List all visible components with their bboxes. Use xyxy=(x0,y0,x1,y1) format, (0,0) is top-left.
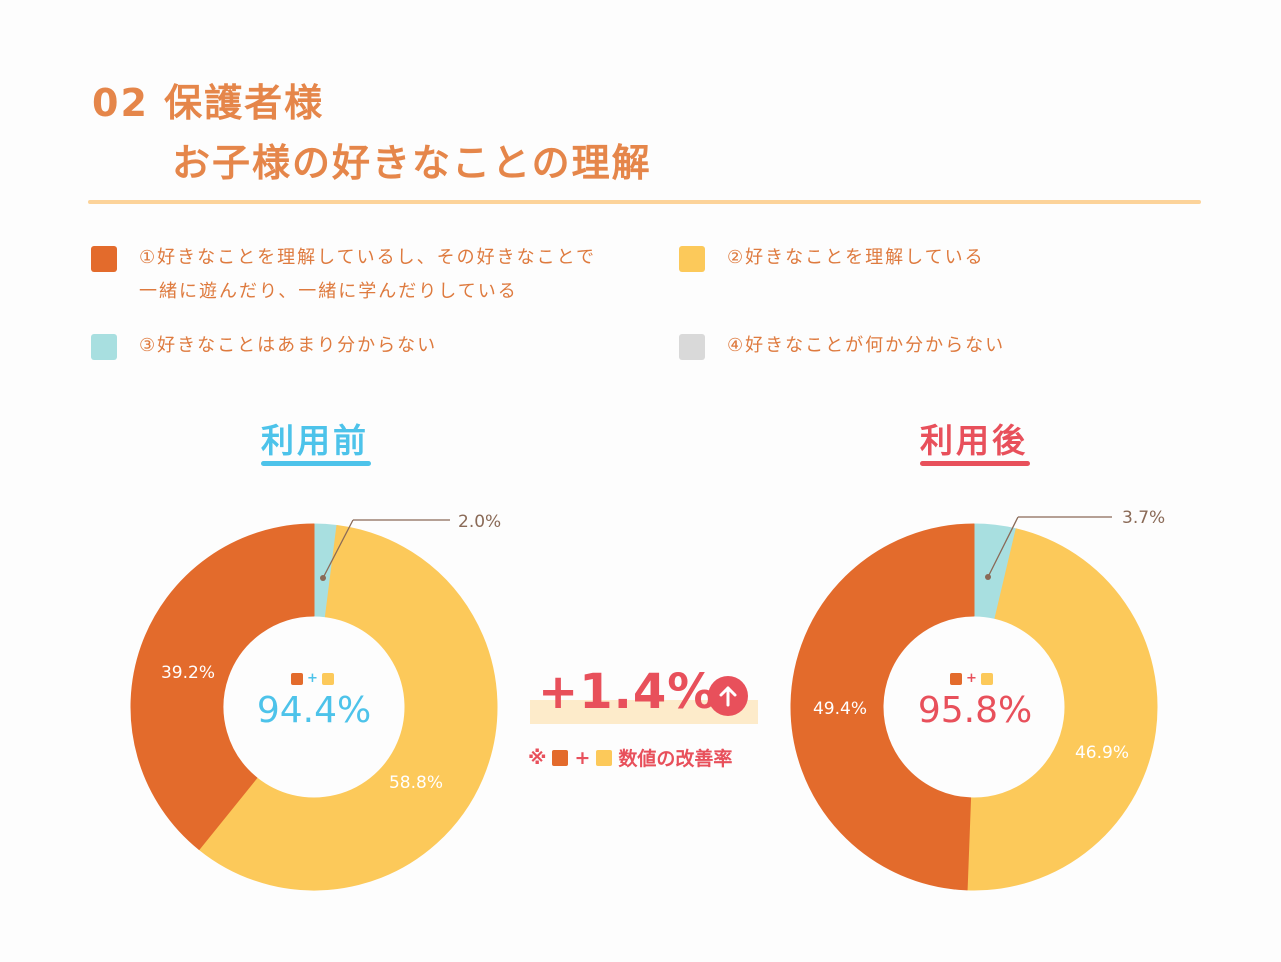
note-plus: + xyxy=(574,746,591,769)
before-center-keys: + xyxy=(291,671,334,686)
legend-item-3: ③好きなことはあまり分からない xyxy=(91,334,437,363)
after-leader-d xyxy=(987,516,1019,578)
before-label-s3: 2.0% xyxy=(458,512,501,532)
after-leader-dot xyxy=(985,574,991,580)
improvement-note: ※ + 数値の改善率 xyxy=(528,744,732,771)
page-title: 02 保護者様 xyxy=(92,81,325,125)
note-text: 数値の改善率 xyxy=(618,748,733,770)
before-heading-underline xyxy=(261,461,371,466)
after-label-s2: 46.9% xyxy=(1075,743,1129,763)
before-key-plus: + xyxy=(307,671,318,686)
before-label-s2: 58.8% xyxy=(389,773,443,793)
donut-after xyxy=(790,523,1158,891)
title-divider xyxy=(88,200,1201,204)
legend-label-4-line-1: ④好きなことが何か分からない xyxy=(727,335,1006,356)
before-key-square-2 xyxy=(321,673,334,685)
before-leader-d xyxy=(322,519,354,579)
after-slice-1 xyxy=(790,523,975,891)
after-center-keys: + xyxy=(950,671,993,686)
note-key-square-2 xyxy=(596,749,613,766)
legend-swatch-4 xyxy=(679,334,705,360)
legend-item-1: ①好きなことを理解しているし、その好きなことで 一緒に遊んだり、一緒に学んだりし… xyxy=(91,246,596,309)
after-heading-underline xyxy=(920,461,1030,466)
before-slice-1 xyxy=(130,523,315,850)
before-center-value: 94.4% xyxy=(256,690,372,731)
legend-label-1-line-1: ①好きなことを理解しているし、その好きなことで xyxy=(139,247,597,268)
legend-label-1: ①好きなことを理解しているし、その好きなことで 一緒に遊んだり、一緒に学んだりし… xyxy=(139,241,596,309)
after-key-square-1 xyxy=(950,673,962,685)
after-slice-2 xyxy=(966,528,1158,891)
after-label-s3: 3.7% xyxy=(1122,508,1165,528)
legend-swatch-1 xyxy=(91,246,117,272)
after-heading: 利用後 xyxy=(920,421,1028,460)
before-key-square-1 xyxy=(291,673,303,685)
arrow-up-icon xyxy=(708,676,748,716)
legend-item-4: ④好きなことが何か分からない xyxy=(679,334,1005,363)
legend-label-3-line-1: ③好きなことはあまり分からない xyxy=(139,335,438,356)
legend-swatch-2 xyxy=(679,246,705,272)
legend-label-3: ③好きなことはあまり分からない xyxy=(139,329,437,363)
before-slice-2 xyxy=(198,524,498,891)
before-heading: 利用前 xyxy=(261,421,369,460)
legend-label-4: ④好きなことが何か分からない xyxy=(727,329,1005,363)
after-center-value: 95.8% xyxy=(917,690,1033,731)
note-key-square-1 xyxy=(552,749,569,766)
before-leader-dot xyxy=(320,575,326,581)
legend-label-2-line-1: ②好きなことを理解している xyxy=(727,247,985,268)
legend-swatch-3 xyxy=(91,334,117,360)
after-key-plus: + xyxy=(966,671,977,686)
improvement-value: +1.4% xyxy=(538,664,717,720)
before-label-s1: 39.2% xyxy=(161,663,215,683)
note-mark: ※ xyxy=(528,746,547,769)
page-subtitle: お子様の好きなことの理解 xyxy=(172,141,652,185)
after-label-s1: 49.4% xyxy=(813,699,867,719)
legend-item-2: ②好きなことを理解している xyxy=(679,246,985,275)
legend-label-2: ②好きなことを理解している xyxy=(727,241,985,275)
donut-before xyxy=(130,523,498,891)
after-key-square-2 xyxy=(980,673,993,685)
legend-label-1-line-2: 一緒に遊んだり、一緒に学んだりしている xyxy=(139,281,518,302)
